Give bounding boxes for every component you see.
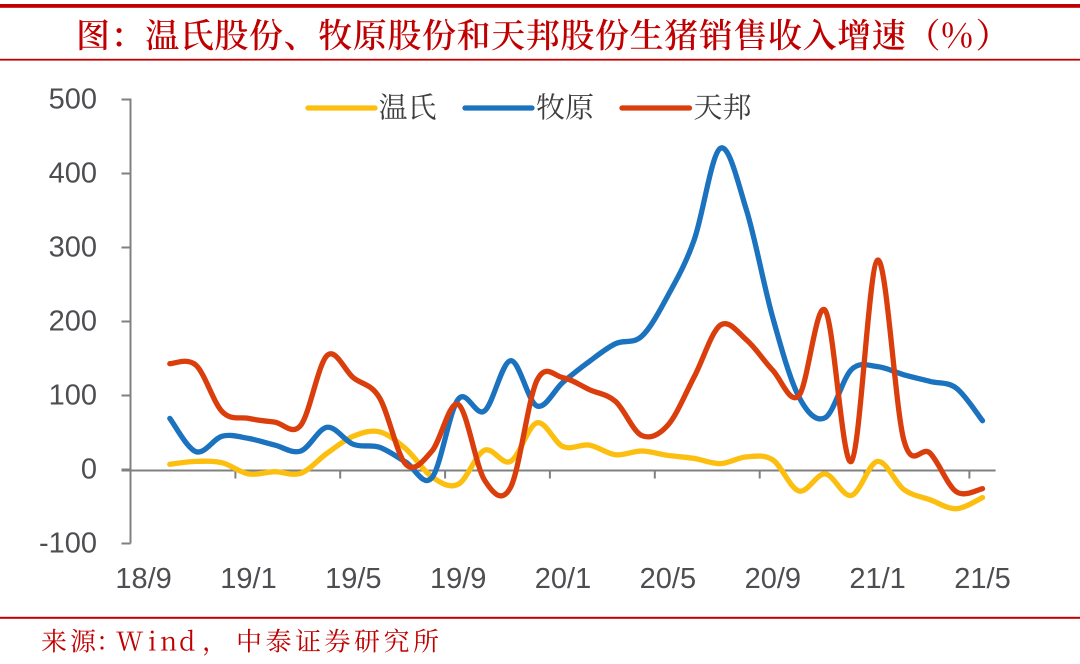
- svg-text:300: 300: [49, 232, 97, 264]
- svg-text:200: 200: [49, 306, 97, 338]
- svg-text:19/1: 19/1: [220, 563, 276, 595]
- svg-text:500: 500: [49, 84, 97, 116]
- svg-text:100: 100: [49, 380, 97, 412]
- svg-text:0: 0: [81, 454, 97, 486]
- svg-text:-100: -100: [39, 528, 97, 560]
- svg-text:18/9: 18/9: [115, 563, 171, 595]
- svg-text:19/5: 19/5: [325, 563, 381, 595]
- svg-text:21/5: 21/5: [954, 563, 1010, 595]
- svg-text:20/9: 20/9: [745, 563, 801, 595]
- svg-text:20/1: 20/1: [535, 563, 591, 595]
- svg-text:400: 400: [49, 158, 97, 190]
- svg-text:20/5: 20/5: [640, 563, 696, 595]
- svg-text:21/1: 21/1: [849, 563, 905, 595]
- svg-text:19/9: 19/9: [430, 563, 486, 595]
